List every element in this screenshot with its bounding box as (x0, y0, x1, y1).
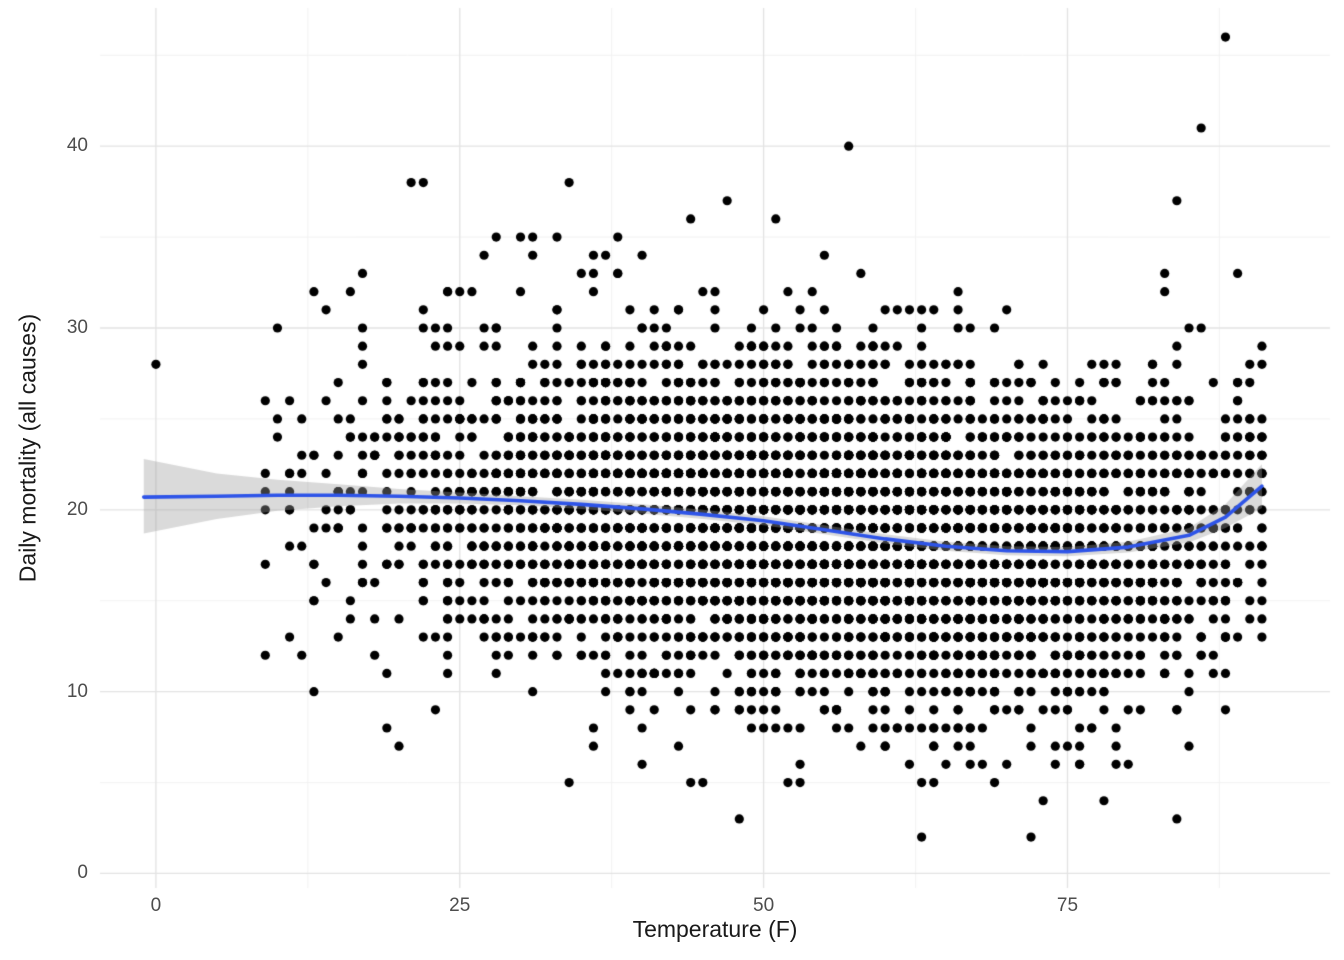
x-axis-title: Temperature (F) (632, 916, 798, 942)
x-tick-label-75: 75 (1056, 895, 1079, 916)
x-tick-label-50: 50 (753, 895, 775, 916)
y-tick-label-30: 30 (66, 317, 88, 338)
x-tick-label-0: 0 (150, 895, 162, 916)
y-tick-label-10: 10 (66, 680, 88, 702)
y-axis-title: Daily mortality (all causes) (14, 313, 41, 583)
y-tick-label-40: 40 (66, 135, 88, 157)
y-tick-label-20: 20 (66, 498, 88, 520)
x-tick-label-25: 25 (449, 895, 471, 916)
y-tick-label-0: 0 (77, 862, 88, 884)
